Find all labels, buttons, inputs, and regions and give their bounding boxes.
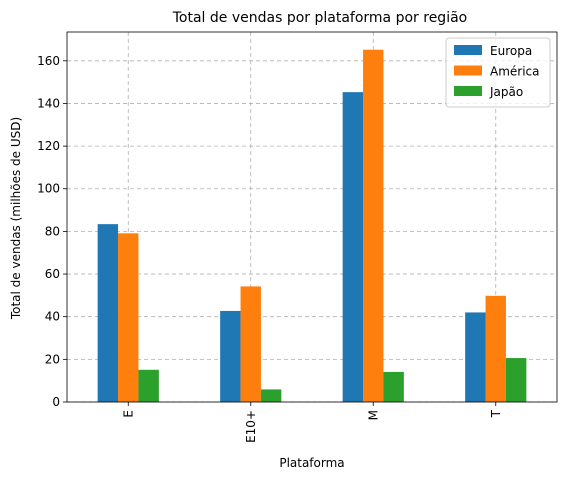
bars (97, 49, 527, 402)
axes (66, 31, 558, 403)
y-tick-label: 60 (45, 267, 60, 281)
x-tick-label: E10+ (244, 410, 258, 443)
bar-japao-e (138, 369, 159, 402)
bar-america-e10 (240, 286, 261, 402)
bar-europa-e10 (220, 310, 241, 402)
legend-swatch (454, 65, 482, 76)
bar-japao-m (383, 371, 404, 402)
y-tick-label: 100 (37, 182, 60, 196)
bar-japao-e10 (260, 389, 282, 402)
bar-america-m (363, 49, 384, 402)
x-axis-ticks: E E10+ M T (121, 402, 503, 443)
bar-america-t (485, 295, 506, 402)
y-tick-label: 0 (52, 395, 60, 409)
legend-label: América (490, 65, 540, 79)
bar-europa-t (465, 312, 486, 402)
y-tick-label: 160 (37, 54, 60, 68)
bar-japao-t (505, 358, 527, 402)
bar-europa-e (97, 224, 119, 402)
plot-frame (66, 31, 558, 403)
y-tick-label: 120 (37, 139, 60, 153)
bar-america-e (118, 233, 139, 402)
bar-europa-m (342, 92, 364, 402)
x-tick-label: M (366, 410, 380, 420)
y-tick-label: 140 (37, 96, 60, 110)
x-tick-label: E (121, 410, 135, 418)
legend-swatch (454, 45, 482, 55)
y-tick-label: 80 (45, 224, 60, 238)
legend-label: Japão (489, 85, 523, 99)
legend-label: Europa (490, 44, 532, 58)
x-tick-label: T (489, 409, 503, 418)
y-tick-label: 20 (45, 352, 60, 366)
legend: Europa América Japão (445, 37, 551, 108)
legend-swatch (454, 86, 482, 96)
y-axis-label: Total de vendas (milhões de USD) (9, 117, 23, 320)
y-tick-label: 40 (45, 310, 60, 324)
chart-title: Total de vendas por plataforma por regiã… (172, 10, 467, 26)
y-axis-ticks: 0 20 40 60 80 100 120 140 160 (37, 54, 67, 409)
x-axis-label: Plataforma (279, 456, 344, 470)
